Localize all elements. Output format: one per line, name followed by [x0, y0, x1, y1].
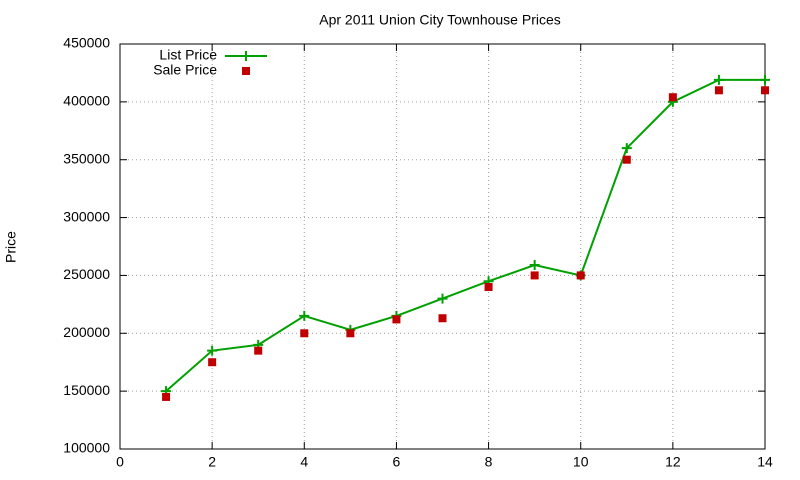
x-tick-label: 0 — [116, 454, 124, 470]
y-tick-label: 450000 — [63, 35, 110, 51]
point-marker — [208, 358, 217, 367]
point-marker — [254, 346, 263, 355]
point-marker — [530, 271, 539, 280]
x-tick-label: 10 — [573, 454, 589, 470]
y-tick-label: 400000 — [63, 93, 110, 109]
plot-frame — [119, 43, 766, 450]
x-tick-label: 8 — [485, 454, 493, 470]
y-tick-label: 300000 — [63, 208, 110, 224]
chart-title: Apr 2011 Union City Townhouse Prices — [319, 12, 561, 28]
point-marker — [621, 143, 632, 154]
y-tick-label: 150000 — [63, 382, 110, 398]
point-marker — [437, 293, 448, 304]
point-marker — [761, 86, 769, 95]
x-tick-label: 4 — [300, 454, 308, 470]
legend-label: Sale Price — [153, 62, 217, 78]
legend-swatch — [242, 67, 250, 75]
point-marker — [438, 314, 447, 323]
y-tick-label: 200000 — [63, 324, 110, 340]
point-marker — [668, 93, 677, 102]
x-tick-label: 6 — [393, 454, 401, 470]
series-line — [165, 78, 765, 392]
point-marker — [392, 315, 401, 324]
point-marker — [713, 74, 724, 85]
point-marker — [300, 329, 309, 338]
y-axis-label: Price — [3, 231, 19, 263]
point-marker — [622, 155, 631, 164]
y-tick-label: 350000 — [63, 150, 110, 166]
legend-swatch — [241, 51, 251, 61]
point-marker — [714, 86, 723, 95]
point-marker — [484, 283, 493, 291]
point-marker — [760, 74, 770, 85]
point-marker — [576, 271, 585, 280]
point-marker — [162, 392, 171, 401]
point-marker — [346, 329, 355, 338]
point-marker — [207, 345, 218, 356]
y-tick-label: 100000 — [63, 440, 110, 456]
point-marker — [529, 260, 540, 271]
x-tick-label: 2 — [208, 454, 216, 470]
y-tick-label: 250000 — [63, 266, 110, 282]
legend-label: List Price — [159, 47, 217, 63]
x-tick-label: 12 — [665, 454, 681, 470]
x-tick-label: 14 — [757, 454, 773, 470]
point-marker — [299, 310, 310, 321]
